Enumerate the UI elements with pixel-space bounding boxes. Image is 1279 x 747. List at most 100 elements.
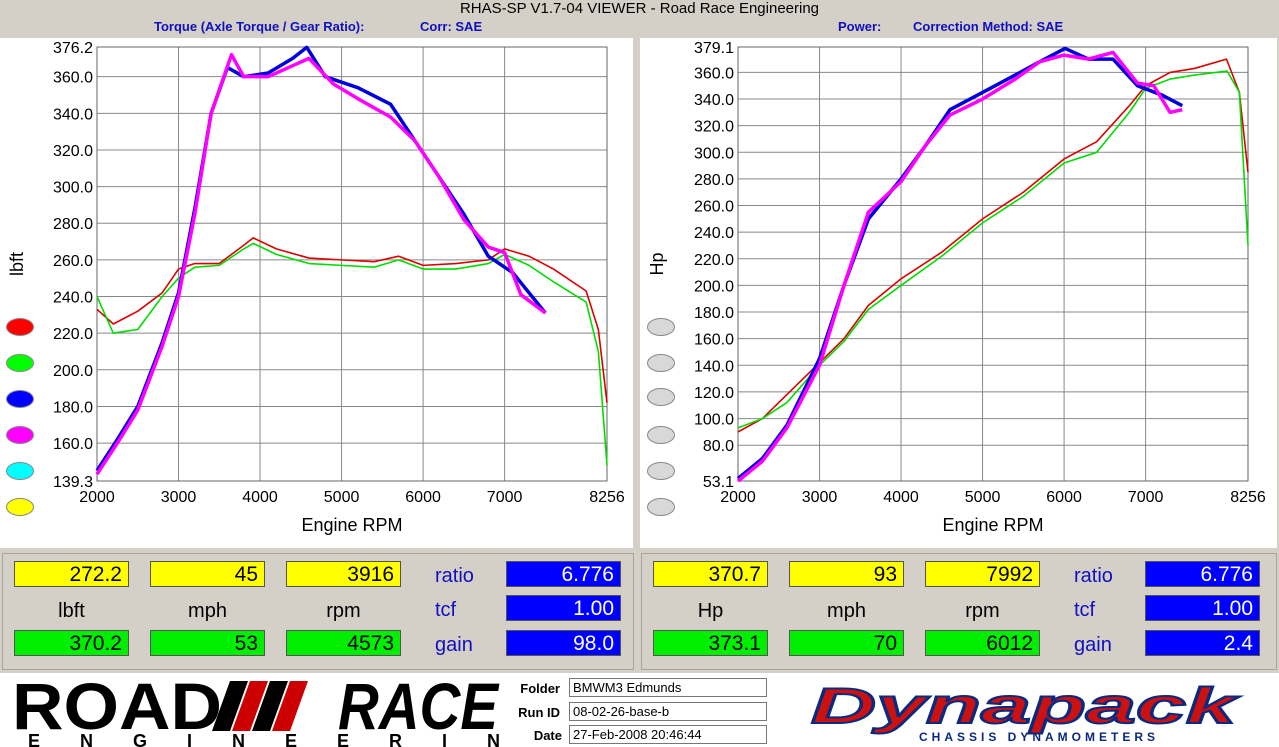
tcf-label: tcf (435, 599, 457, 621)
y-tick-label: 379.1 (694, 40, 734, 57)
y-tick-label: 80.0 (703, 438, 734, 455)
y-tick-label: 240.0 (694, 225, 734, 242)
gain-value-right[interactable]: 2.4 (1145, 630, 1260, 656)
torque-chart-svg: 2000 3000 4000 5000 6000 7000 8256 376.2 360.0 34… (7, 40, 625, 535)
window-title: RHAS-SP V1.7-04 VIEWER - Road Race Engin… (459, 0, 820, 17)
x-tick-label: 2000 (79, 489, 115, 506)
tcf-value[interactable]: 1.00 (506, 595, 621, 621)
y-tick-label: 300.0 (694, 145, 734, 162)
torque-chart: 2000 3000 4000 5000 6000 7000 8256 376.2 360.0 34… (0, 38, 633, 548)
power-header-label: Power: (838, 19, 882, 34)
torque-value-b: 370.2 (14, 630, 129, 656)
torque-unit: lbft (58, 600, 85, 622)
y-tick-label: 180.0 (694, 305, 734, 322)
series-line-2 (736, 46, 1184, 480)
torque-header-label: Torque (Axle Torque / Gear Ratio): (154, 19, 365, 34)
tcf-value-right[interactable]: 1.00 (1145, 595, 1260, 621)
x-tick-label: 6000 (405, 489, 441, 506)
series-toggle-2-grey[interactable] (647, 354, 675, 372)
torque-value-a: 272.2 (14, 561, 129, 587)
y-tick-label: 220.0 (694, 252, 734, 269)
y-tick-label: 140.0 (694, 358, 734, 375)
y-tick-label: 320.0 (694, 119, 734, 136)
hp-value-b: 373.1 (653, 630, 768, 656)
series-toggle-red[interactable] (6, 318, 34, 336)
series-toggle-green[interactable] (6, 354, 34, 372)
series-line-3 (736, 50, 1183, 483)
y-tick-label: 200.0 (694, 278, 734, 295)
tcf-label-right: tcf (1074, 599, 1096, 621)
x-tick-label: 7000 (1128, 489, 1164, 506)
mph-unit-right: mph (827, 600, 866, 622)
ratio-value[interactable]: 6.776 (506, 561, 621, 587)
y-tick-label: 260.0 (694, 199, 734, 216)
y-tick-label: 160.0 (694, 332, 734, 349)
y-tick-label: 53.1 (703, 474, 734, 491)
date-field[interactable]: 27-Feb-2008 20:46:44 (569, 725, 767, 744)
folder-label: Folder (520, 681, 560, 696)
svg-text:Dynapack: Dynapack (811, 678, 1240, 734)
rpm-value-a-right: 7992 (925, 561, 1040, 587)
y-tick-label: 200.0 (53, 363, 93, 380)
x-tick-label: 8256 (589, 489, 625, 506)
series-toggle-5-grey[interactable] (647, 462, 675, 480)
x-tick-label: 8256 (1230, 489, 1266, 506)
x-axis-label: Engine RPM (942, 515, 1043, 535)
runid-field[interactable]: 08-02-26-base-b (569, 702, 767, 721)
x-tick-label: 3000 (802, 489, 838, 506)
y-tick-label: 280.0 (53, 216, 93, 233)
mph-value-a: 45 (150, 561, 265, 587)
x-tick-label: 6000 (1046, 489, 1082, 506)
series-toggle-4-grey[interactable] (647, 426, 675, 444)
y-axis-label: Hp (647, 252, 667, 275)
series-toggle-cyan[interactable] (6, 462, 34, 480)
svg-text:RACE: RACE (338, 673, 500, 743)
gain-value[interactable]: 98.0 (506, 630, 621, 656)
mph-value-b-right: 70 (789, 630, 904, 656)
svg-text:CHASSIS DYNAMOMETERS: CHASSIS DYNAMOMETERS (919, 730, 1159, 744)
rpm-value-b: 4573 (286, 630, 401, 656)
rpm-unit-right: rpm (965, 600, 1000, 622)
series-toggle-1-grey[interactable] (647, 318, 675, 336)
y-tick-label: 220.0 (53, 326, 93, 343)
x-tick-label: 7000 (487, 489, 523, 506)
series-toggle-yellow[interactable] (6, 498, 34, 516)
power-corr-label: Correction Method: SAE (913, 19, 1064, 34)
series-toggle-6-grey[interactable] (647, 498, 675, 516)
plot-frame (96, 46, 608, 482)
x-axis-label: Engine RPM (301, 515, 402, 535)
torque-corr-label: Corr: SAE (420, 19, 483, 34)
folder-field[interactable]: BMWM3 Edmunds (569, 678, 767, 697)
y-tick-label: 120.0 (694, 385, 734, 402)
series-toggle-magenta[interactable] (6, 426, 34, 444)
road-race-engineering-logo: ROAD RACE ENGINEERING (8, 669, 554, 747)
y-tick-label: 360.0 (694, 65, 734, 82)
x-tick-label: 5000 (324, 489, 360, 506)
ratio-value-right[interactable]: 6.776 (1145, 561, 1260, 587)
runid-label: Run ID (518, 705, 560, 720)
y-tick-label: 300.0 (53, 180, 93, 197)
date-label: Date (533, 728, 562, 743)
series-line-1 (96, 242, 608, 466)
gain-label-right: gain (1074, 634, 1112, 656)
y-tick-label: 180.0 (53, 399, 93, 416)
hp-unit: Hp (697, 600, 724, 622)
rpm-value-b-right: 6012 (925, 630, 1040, 656)
y-tick-label: 160.0 (53, 436, 93, 453)
y-tick-label: 240.0 (53, 290, 93, 307)
y-tick-label: 100.0 (694, 412, 734, 429)
mph-value-b: 53 (150, 630, 265, 656)
x-tick-label: 3000 (161, 489, 197, 506)
gain-label: gain (435, 634, 473, 656)
y-tick-label: 376.2 (53, 40, 93, 57)
plot-frame (737, 46, 1249, 482)
dynapack-logo: Dynapack CHASSIS DYNAMOMETERS (805, 677, 1245, 745)
x-tick-label: 5000 (965, 489, 1001, 506)
series-toggle-blue[interactable] (6, 390, 34, 408)
rpm-value-a: 3916 (286, 561, 401, 587)
series-toggle-3-grey[interactable] (647, 388, 675, 406)
ratio-label: ratio (435, 565, 474, 587)
mph-unit: mph (188, 600, 227, 622)
x-tick-label: 2000 (720, 489, 756, 506)
